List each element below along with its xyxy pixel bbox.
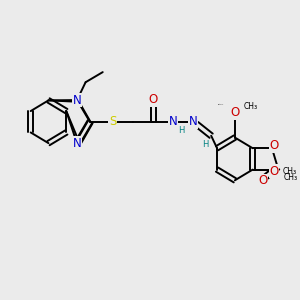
Text: N: N bbox=[73, 137, 81, 150]
Text: N: N bbox=[73, 94, 81, 106]
Text: O: O bbox=[230, 106, 239, 119]
Text: O: O bbox=[270, 139, 279, 152]
Text: N: N bbox=[169, 115, 178, 128]
Text: CH₃: CH₃ bbox=[243, 102, 258, 111]
Text: CH₃: CH₃ bbox=[284, 173, 298, 182]
Text: O: O bbox=[270, 165, 279, 178]
Text: methoxy: methoxy bbox=[218, 103, 224, 105]
Text: H: H bbox=[178, 126, 184, 135]
Text: S: S bbox=[109, 115, 116, 128]
Text: N: N bbox=[189, 115, 198, 128]
Text: CH₃: CH₃ bbox=[283, 167, 297, 176]
Text: O: O bbox=[258, 174, 267, 187]
Text: O: O bbox=[148, 93, 158, 106]
Text: H: H bbox=[202, 140, 208, 149]
